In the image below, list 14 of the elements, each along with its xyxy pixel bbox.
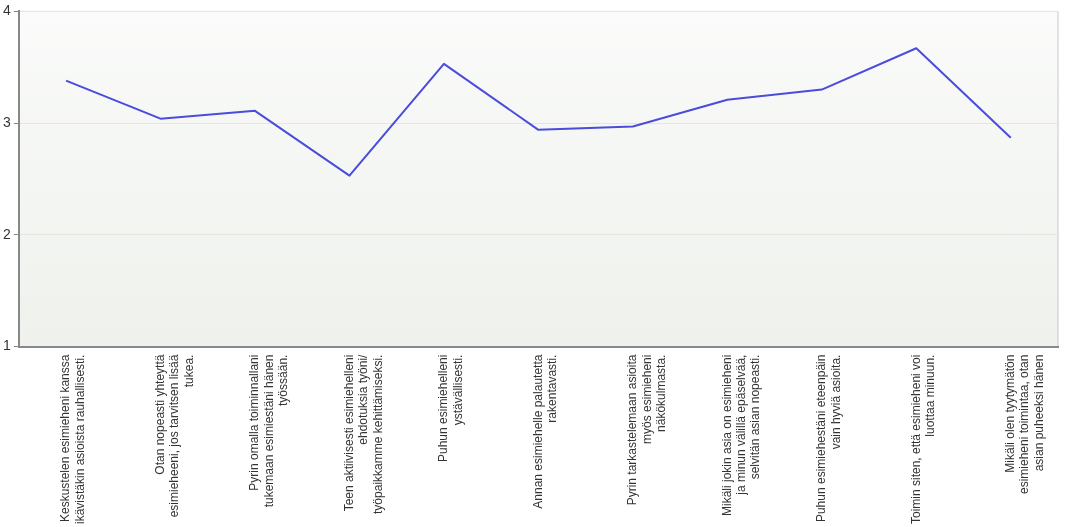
y-tick-label: 3 <box>2 113 11 130</box>
x-tick-label: Mikäli jokin asia on esimieheni ja minun välillä epäselvää, selvitän asian nopeasti. <box>719 354 763 517</box>
x-tick-label: Puhun esimiehestäni eteenpäin vain hyviä asioita. <box>814 354 843 523</box>
y-tick-label: 1 <box>2 337 11 354</box>
y-tick-label: 4 <box>2 2 11 19</box>
x-tick-label: Pyrin omalla toiminnallani tukemaan esimiestäni hänen työssään. <box>247 354 291 508</box>
x-tick-label: Toimin siten, että esimieheni voi luottaa minuun. <box>908 354 937 525</box>
y-tick-label: 2 <box>2 225 11 242</box>
x-tick-label: Otan nopeasti yhteyttä esimieheeni, jos tarvitsen lisää tukea. <box>152 354 196 518</box>
x-tick-label: Keskustelen esimieheni kanssa ikävistäkin asioista rauhallisesti. <box>58 354 87 524</box>
x-tick-label: Puhun esimiehelleni ystävällisesti. <box>436 354 465 462</box>
x-tick-label: Annan esimiehelle palautetta rakentavasti. <box>530 354 560 509</box>
x-tick-label: Teen aktiivisesti esimiehelleni ehdotuksia työni/ työpaikkamme kehittämiseksi. <box>341 353 385 514</box>
x-tick-label: Pyrin tarkastelemaan asioita myös esimieheni näkökulmasta. <box>625 354 668 506</box>
